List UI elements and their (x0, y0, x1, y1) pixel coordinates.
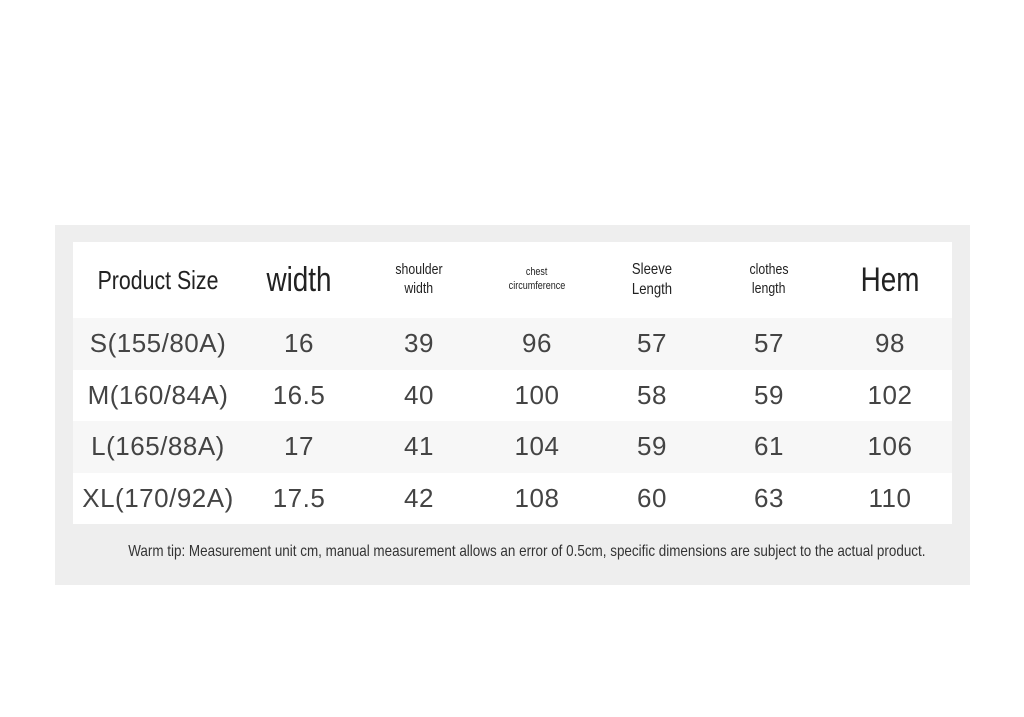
table-cell: 96 (522, 328, 552, 359)
table-cell: 39 (404, 328, 434, 359)
table-cell: 108 (514, 482, 560, 513)
table-cell: 58 (637, 379, 667, 410)
data-row: S(155/80A) 16 39 96 57 57 98 (73, 318, 952, 370)
header-row: Product Size width shoulder width chest circu… (73, 242, 952, 318)
table-cell: 17.5 (272, 482, 326, 513)
table-cell: 16.5 (272, 379, 326, 410)
table-cell: 57 (637, 328, 667, 359)
table-cell: 41 (404, 431, 434, 462)
header-cell: shoulder width (390, 242, 448, 318)
table-cell: S(155/80A) (89, 328, 227, 359)
table-cell: 100 (514, 379, 560, 410)
header-text: Product Size (97, 264, 219, 295)
header-text: circumference (508, 280, 566, 292)
header-cell: chest circumference (502, 242, 571, 318)
table-cell: 17 (284, 431, 314, 462)
table-cell: 61 (754, 431, 784, 462)
header-cell: clothes length (745, 242, 793, 318)
data-row: M(160/84A) 16.5 40 100 58 59 102 (73, 369, 952, 421)
table-cell: 102 (867, 379, 913, 410)
table-cell: 106 (867, 431, 913, 462)
header-text: width (404, 280, 434, 297)
header-cell: Product Size (84, 242, 231, 318)
table-cell: M(160/84A) (87, 379, 229, 410)
table-cell: 98 (875, 328, 905, 359)
data-row: L(165/88A) 17 41 104 59 61 106 (73, 421, 952, 473)
header-text: width (266, 260, 332, 299)
header-cell: width (259, 242, 338, 318)
table-cell: 63 (754, 482, 784, 513)
data-row: XL(170/92A) 17.5 42 108 60 63 110 (73, 472, 952, 524)
header-text: Length (631, 281, 673, 298)
table-cell: 104 (514, 431, 560, 462)
size-table: Product Size width shoulder width chest circu… (73, 242, 952, 524)
table-cell: XL(170/92A) (82, 482, 234, 513)
header-text: length (752, 280, 786, 297)
table-cell: 57 (754, 328, 784, 359)
table-cell: 59 (637, 431, 667, 462)
table-cell: 42 (404, 482, 434, 513)
header-text: clothes (749, 261, 789, 279)
header-text: shoulder (395, 261, 443, 279)
table-cell: 40 (404, 379, 434, 410)
table-cell: 110 (868, 482, 912, 513)
table-cell: 59 (754, 379, 784, 410)
warm-tip: Warm tip: Measurement unit cm, manual me… (128, 543, 926, 560)
header-text: Hem (860, 260, 920, 299)
header-text: chest (526, 266, 548, 279)
header-cell: Sleeve Length (628, 242, 677, 318)
table-cell: L(165/88A) (91, 431, 225, 462)
header-text: Sleeve (631, 261, 673, 278)
table-cell: 60 (637, 482, 667, 513)
header-cell: Hem (854, 242, 926, 318)
table-cell: 16 (284, 328, 314, 359)
